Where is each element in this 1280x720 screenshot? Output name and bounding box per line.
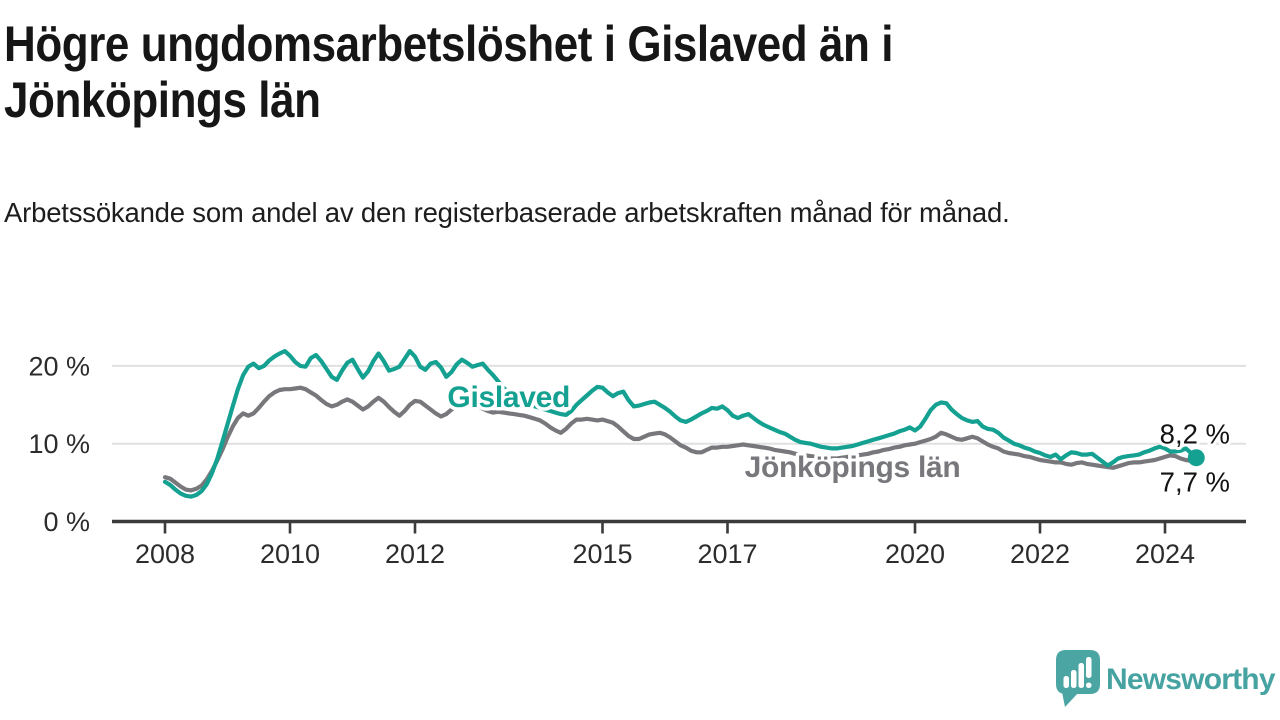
chart-plot-area: 0 % 10 % 20 % 2008 2010 2012 2015 2017 2020 2022 2…: [28, 349, 1246, 569]
logo-exclamation-dot: [1086, 682, 1092, 688]
end-value-label-gislaved: 8,2 %: [1160, 419, 1230, 450]
series-label-jonkopings-lan: Jönköpings län: [745, 451, 961, 484]
y-axis-label-20: 20 %: [28, 351, 90, 381]
y-axis-label-10: 10 %: [28, 429, 90, 459]
logo-bar-3: [1078, 663, 1084, 688]
series-label-gislaved: Gislaved: [447, 381, 570, 414]
brand-wordmark: Newsworthy: [1106, 663, 1276, 696]
chart-subtitle: Arbetssökande som andel av den registerb…: [4, 197, 1010, 228]
x-axis-label-2008: 2008: [135, 539, 195, 569]
x-axis-label-2020: 2020: [885, 539, 945, 569]
series-end-dot: [1187, 449, 1205, 467]
end-value-label-jonkopings-lan: 7,7 %: [1160, 467, 1230, 498]
y-axis-label-0: 0 %: [43, 507, 90, 537]
newsworthy-logo: Newsworthy: [1056, 650, 1277, 707]
logo-exclamation-bar: [1086, 657, 1092, 678]
speech-bubble-tail: [1062, 692, 1079, 707]
x-axis-label-2017: 2017: [697, 539, 757, 569]
x-axis-label-2015: 2015: [572, 539, 632, 569]
x-axis-label-2010: 2010: [260, 539, 320, 569]
logo-bar-1: [1063, 676, 1069, 688]
logo-bar-2: [1071, 670, 1077, 688]
x-axis-label-2012: 2012: [385, 539, 445, 569]
x-axis-label-2024: 2024: [1135, 539, 1195, 569]
series-line-gislaved: [162, 349, 1199, 499]
series-line-jonkopings-lan: [162, 385, 1199, 493]
x-axis-label-2022: 2022: [1010, 539, 1070, 569]
speech-bubble-icon: [1056, 650, 1100, 694]
page-title: Högre ungdomsarbetslöshet i Gislaved än …: [4, 16, 894, 128]
